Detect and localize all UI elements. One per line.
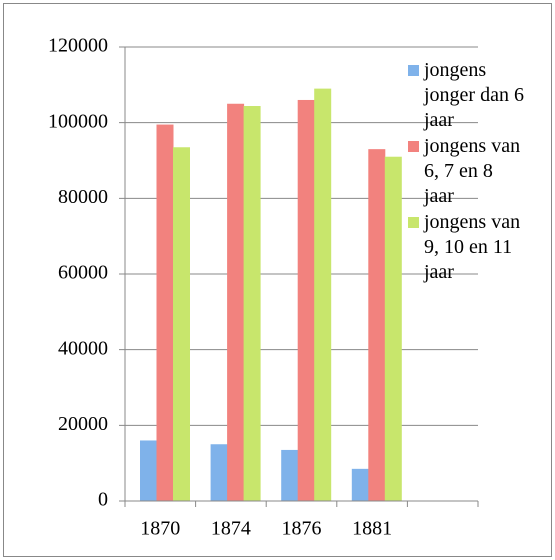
x-tick-label: 1881 bbox=[352, 518, 392, 540]
bar bbox=[156, 124, 174, 501]
bar bbox=[243, 106, 261, 502]
bar bbox=[173, 147, 190, 501]
bar bbox=[368, 149, 386, 501]
bar bbox=[227, 103, 245, 501]
bar bbox=[384, 156, 402, 501]
legend-swatch bbox=[408, 65, 419, 76]
legend-entry: jongens van 9, 10 en 11 jaar bbox=[408, 210, 526, 285]
legend-entry: jongens van 6, 7 en 8 jaar bbox=[408, 134, 526, 209]
y-tick-label: 40000 bbox=[58, 337, 108, 359]
y-tick-label: 120000 bbox=[48, 35, 108, 57]
x-tick-label: 1876 bbox=[282, 518, 322, 540]
y-tick-label: 100000 bbox=[48, 110, 108, 132]
bar bbox=[314, 88, 332, 501]
legend-label: jongens jonger dan 6 jaar bbox=[424, 59, 524, 131]
legend-label: jongens van 6, 7 en 8 jaar bbox=[424, 135, 521, 207]
legend-swatch bbox=[408, 217, 419, 228]
y-tick-label: 60000 bbox=[58, 262, 108, 284]
y-tick-label: 0 bbox=[98, 489, 108, 511]
legend: jongens jonger dan 6 jaar jongens van 6, … bbox=[408, 58, 526, 286]
bar bbox=[351, 468, 369, 501]
chart-border bbox=[3, 3, 552, 557]
y-tick-label: 80000 bbox=[58, 186, 108, 208]
y-tick-label: 20000 bbox=[58, 413, 108, 435]
legend-label: jongens van 9, 10 en 11 jaar bbox=[424, 211, 521, 283]
bar bbox=[297, 99, 315, 501]
bar bbox=[281, 449, 299, 501]
x-tick-label: 1870 bbox=[140, 518, 180, 540]
bar bbox=[140, 440, 157, 501]
legend-entry: jongens jonger dan 6 jaar bbox=[408, 58, 526, 133]
bar bbox=[210, 444, 228, 501]
x-tick-label: 1874 bbox=[211, 518, 251, 540]
legend-swatch bbox=[408, 141, 419, 152]
